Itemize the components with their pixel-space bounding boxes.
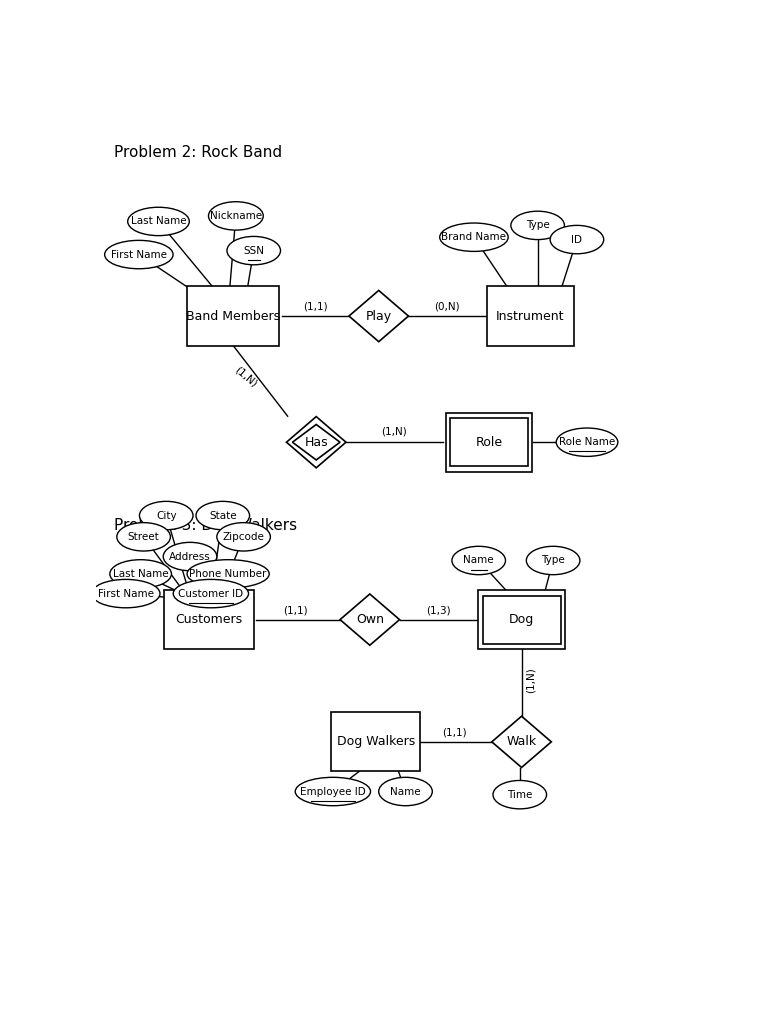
Text: Name: Name [390,786,421,797]
FancyBboxPatch shape [331,713,420,771]
Ellipse shape [550,225,604,254]
Text: Type: Type [541,555,565,565]
Polygon shape [349,291,409,342]
Ellipse shape [556,428,617,457]
Text: ID: ID [571,234,582,245]
Text: Role Name: Role Name [559,437,615,447]
Text: SSN: SSN [243,246,264,256]
FancyBboxPatch shape [482,596,561,644]
Text: Last Name: Last Name [131,216,187,226]
Text: Walk: Walk [507,735,537,749]
Ellipse shape [110,560,171,588]
Text: Dog Walkers: Dog Walkers [336,735,415,749]
Text: Problem 2: Rock Band: Problem 2: Rock Band [114,145,282,161]
Polygon shape [492,716,551,767]
Text: Problem 3: Dog Walkers: Problem 3: Dog Walkers [114,517,297,532]
Text: (1,1): (1,1) [303,302,327,311]
FancyBboxPatch shape [164,590,253,649]
Polygon shape [340,594,399,645]
Text: City: City [156,511,177,520]
Ellipse shape [196,502,250,529]
Text: Type: Type [526,220,550,230]
Text: (1,N): (1,N) [525,668,535,693]
Ellipse shape [104,241,173,268]
Ellipse shape [208,202,263,230]
FancyBboxPatch shape [478,590,564,649]
Ellipse shape [379,777,432,806]
Ellipse shape [117,522,170,551]
Text: Dog: Dog [509,613,535,626]
Text: Has: Has [304,436,328,449]
Text: (1,3): (1,3) [426,605,451,615]
Text: Address: Address [169,552,211,561]
Ellipse shape [452,546,505,574]
Polygon shape [293,425,340,460]
Text: First Name: First Name [98,589,154,599]
Text: Street: Street [127,531,160,542]
FancyBboxPatch shape [187,287,279,346]
Ellipse shape [526,546,580,574]
Ellipse shape [511,211,564,240]
Ellipse shape [140,502,193,529]
Text: Nickname: Nickname [210,211,262,221]
Text: (1,1): (1,1) [283,605,308,615]
Text: Time: Time [507,790,532,800]
Text: First Name: First Name [111,250,167,259]
Ellipse shape [164,543,217,570]
Text: State: State [209,511,237,520]
Text: Instrument: Instrument [496,309,564,323]
Text: Role: Role [475,436,502,449]
Text: Last Name: Last Name [113,569,168,579]
Ellipse shape [217,522,270,551]
Text: Employee ID: Employee ID [300,786,366,797]
Ellipse shape [174,580,249,608]
Ellipse shape [127,207,189,236]
Text: Phone Number: Phone Number [190,569,266,579]
Text: Own: Own [356,613,384,626]
Text: (0,N): (0,N) [435,302,460,311]
Text: Customers: Customers [176,613,243,626]
Text: (1,N): (1,N) [381,427,406,437]
FancyBboxPatch shape [488,287,574,346]
Text: Name: Name [463,555,494,565]
Text: Play: Play [366,309,392,323]
Text: Band Members: Band Members [186,309,280,323]
Text: Zipcode: Zipcode [223,531,264,542]
FancyBboxPatch shape [450,418,528,466]
Ellipse shape [91,580,160,608]
Text: (1,1): (1,1) [442,727,467,737]
Ellipse shape [227,237,280,265]
Ellipse shape [493,780,547,809]
Text: (1,N): (1,N) [233,365,259,389]
Text: Brand Name: Brand Name [442,232,506,243]
Text: Customer ID: Customer ID [178,589,243,599]
Polygon shape [286,417,346,468]
Ellipse shape [440,223,508,252]
FancyBboxPatch shape [445,413,532,472]
Ellipse shape [295,777,370,806]
Ellipse shape [187,560,270,588]
